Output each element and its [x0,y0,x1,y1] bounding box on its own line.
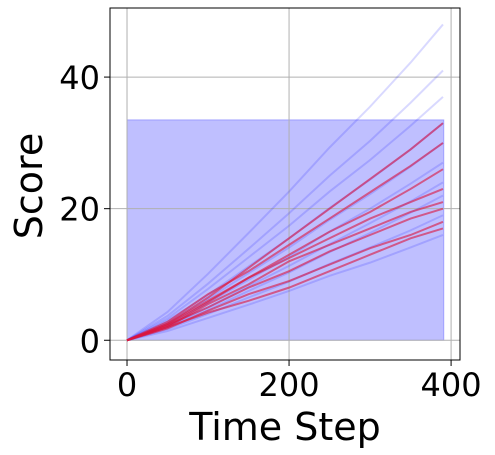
trajectory-line [126,207,444,342]
trajectory-line [126,23,444,342]
x-axis-label: Time Step [188,405,381,449]
x-tick-label: 400 [421,366,482,404]
trajectory-line [126,142,444,342]
plot-frame [109,7,461,361]
y-tick-label: 0 [80,322,100,360]
trajectory-line [126,188,444,342]
trajectory-line [126,227,444,342]
trajectory-line [126,69,444,342]
x-tick-label: 200 [259,366,320,404]
y-tick-label: 40 [59,59,100,97]
trajectory-line [126,234,444,342]
shaded-band [126,119,445,341]
trajectory-line [126,96,444,342]
y-axis-label: Score [7,133,51,239]
trajectory-line [126,168,444,342]
x-tick-label: 0 [117,366,137,404]
y-tick-label: 20 [59,191,100,229]
